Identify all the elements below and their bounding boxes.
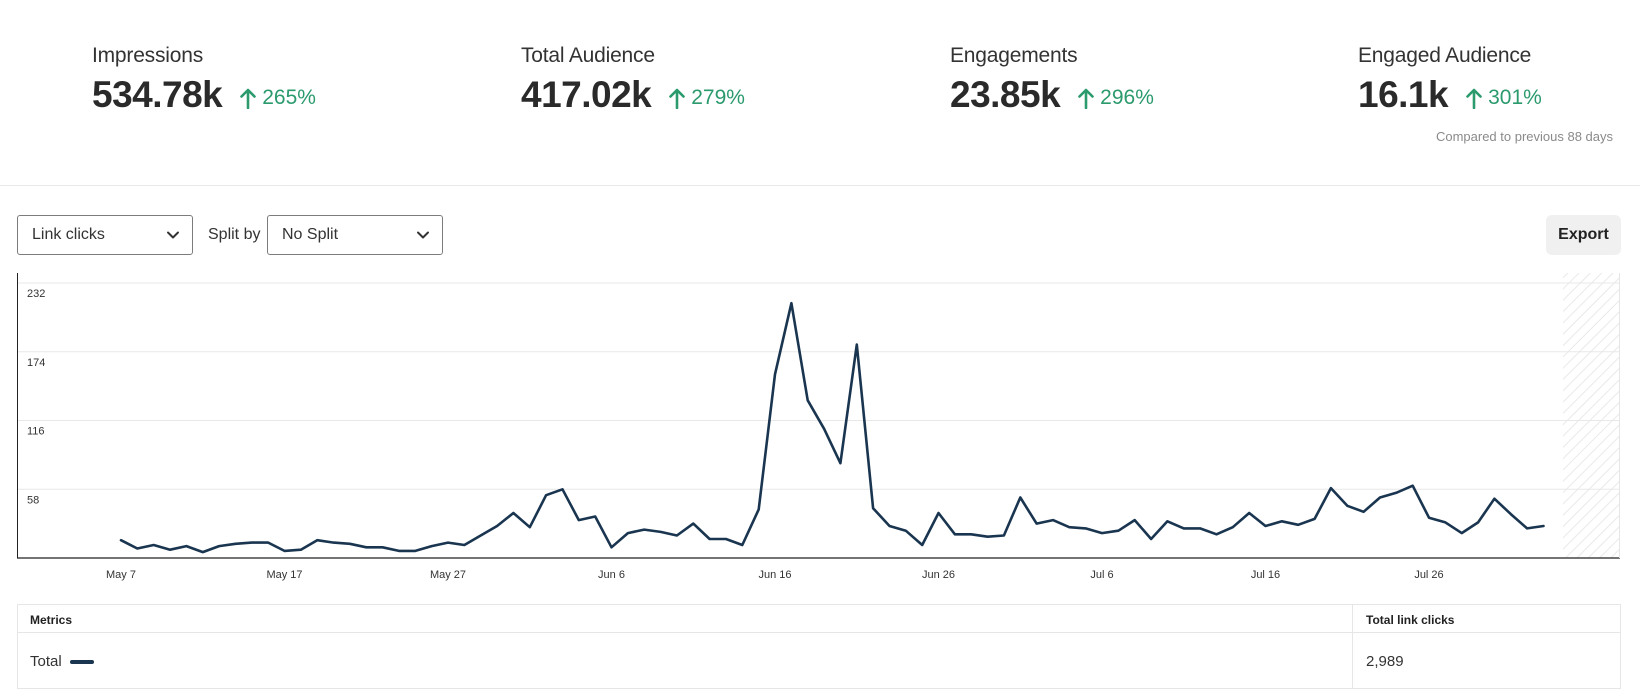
- kpi-impressions: Impressions 534.78k 265%: [92, 44, 316, 116]
- chevron-down-icon: [167, 231, 179, 239]
- x-tick-label: May 17: [266, 569, 302, 581]
- kpi-change: 296%: [1078, 86, 1154, 110]
- kpi-label: Impressions: [92, 44, 204, 67]
- x-tick-label: Jul 6: [1090, 569, 1113, 581]
- line-chart: 232 174 116 58 May 7 May 17 May 27 Jun 6 Jun 16 J…: [17, 273, 1621, 598]
- y-tick-label: 116: [27, 426, 45, 438]
- x-tick-label: Jul 16: [1251, 569, 1280, 581]
- incomplete-period-hatch: [1563, 273, 1620, 558]
- kpi-label: Engaged Audience: [1358, 44, 1532, 67]
- kpi-value: 16.1k: [1358, 74, 1449, 115]
- split-select[interactable]: No Split: [267, 215, 443, 255]
- chart-controls: Link clicks Split by No Split Export: [17, 215, 1621, 255]
- arrow-up-icon: [669, 88, 686, 109]
- table-header: Metrics Total link clicks: [18, 605, 1620, 633]
- row-metric-label: Total: [30, 653, 62, 670]
- chevron-down-icon: [417, 231, 429, 239]
- kpi-change-value: 301%: [1488, 86, 1542, 109]
- kpi-summary: Impressions 534.78k 265% Total Audience …: [0, 0, 1640, 186]
- arrow-up-icon: [1078, 88, 1094, 109]
- kpi-value: 23.85k: [950, 74, 1061, 115]
- legend-swatch: [69, 659, 94, 664]
- arrow-up-icon: [1466, 88, 1482, 109]
- kpi-engaged-audience: Engaged Audience 16.1k 301%: [1358, 44, 1542, 116]
- table-row: Total 2,989: [18, 633, 1620, 689]
- split-by-label: Split by: [208, 226, 261, 243]
- kpi-change: 265%: [240, 86, 316, 110]
- metric-select-value: Link clicks: [32, 226, 105, 243]
- metric-select[interactable]: Link clicks: [17, 215, 193, 255]
- kpi-change: 279%: [669, 86, 745, 110]
- metrics-table: Metrics Total link clicks Total 2,989: [17, 604, 1621, 689]
- row-metric-name: Total: [30, 653, 94, 670]
- kpi-label: Total Audience: [521, 44, 655, 67]
- column-divider: [1352, 605, 1353, 688]
- x-tick-label: Jun 26: [922, 569, 955, 581]
- x-tick-label: Jun 6: [598, 569, 625, 581]
- kpi-value: 534.78k: [92, 74, 223, 115]
- comparison-note: Compared to previous 88 days: [1435, 129, 1613, 144]
- kpi-value: 417.02k: [521, 74, 652, 115]
- export-button[interactable]: Export: [1546, 215, 1621, 255]
- chart-svg: 232 174 116 58 May 7 May 17 May 27 Jun 6 Jun 16 J…: [17, 273, 1620, 581]
- kpi-change-value: 279%: [691, 86, 745, 109]
- series-line-total: [119, 301, 1545, 554]
- header-metrics: Metrics: [30, 613, 73, 627]
- kpi-change-value: 265%: [262, 86, 316, 109]
- arrow-up-icon: [240, 88, 257, 109]
- x-tick-label: May 7: [106, 569, 136, 581]
- kpi-label: Engagements: [950, 44, 1078, 67]
- kpi-change-value: 296%: [1100, 86, 1154, 109]
- x-tick-label: Jul 26: [1414, 569, 1443, 581]
- kpi-change: 301%: [1466, 86, 1542, 110]
- kpi-total-audience: Total Audience 417.02k 279%: [521, 44, 745, 116]
- x-tick-label: May 27: [430, 569, 466, 581]
- x-tick-label: Jun 16: [758, 569, 791, 581]
- y-tick-label: 58: [27, 494, 39, 506]
- split-select-value: No Split: [282, 226, 339, 243]
- y-tick-label: 232: [27, 288, 45, 300]
- header-total-link-clicks: Total link clicks: [1366, 613, 1455, 627]
- y-tick-label: 174: [27, 357, 45, 369]
- kpi-engagements: Engagements 23.85k 296%: [950, 44, 1154, 116]
- row-metric-value: 2,989: [1366, 653, 1404, 670]
